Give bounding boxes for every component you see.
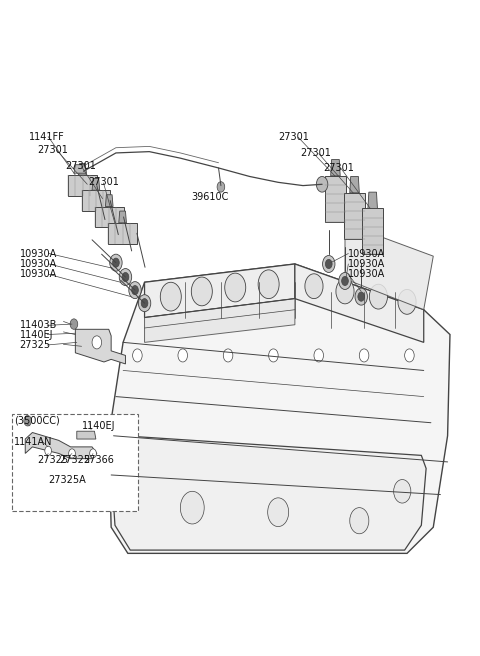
Circle shape (355, 288, 367, 305)
Circle shape (394, 480, 411, 503)
Text: 1141FF: 1141FF (29, 132, 65, 142)
Text: 27301: 27301 (323, 163, 354, 173)
Circle shape (178, 349, 188, 362)
Circle shape (258, 270, 279, 298)
Text: 27325: 27325 (20, 340, 51, 350)
Polygon shape (344, 193, 365, 239)
Polygon shape (68, 175, 97, 196)
Polygon shape (74, 165, 86, 173)
Polygon shape (79, 163, 86, 175)
Polygon shape (25, 432, 97, 459)
Text: 1141AN: 1141AN (14, 437, 52, 447)
Circle shape (141, 298, 148, 308)
Circle shape (336, 279, 354, 304)
Circle shape (90, 449, 96, 458)
Text: 27325: 27325 (37, 455, 68, 465)
Text: 27366: 27366 (84, 455, 114, 465)
Circle shape (138, 295, 151, 312)
Circle shape (24, 415, 32, 426)
Circle shape (223, 349, 233, 362)
Polygon shape (119, 211, 126, 223)
Polygon shape (345, 224, 433, 310)
Polygon shape (144, 264, 295, 318)
Polygon shape (106, 195, 113, 207)
Polygon shape (75, 329, 125, 364)
Text: 11403B: 11403B (20, 320, 57, 331)
Polygon shape (92, 178, 100, 190)
Circle shape (192, 277, 212, 306)
Polygon shape (144, 298, 295, 342)
Text: 27301: 27301 (65, 161, 96, 171)
Circle shape (314, 349, 324, 362)
Circle shape (268, 498, 288, 527)
Circle shape (269, 349, 278, 362)
Text: 27301: 27301 (88, 177, 119, 188)
Polygon shape (95, 207, 123, 228)
Circle shape (45, 446, 51, 455)
Circle shape (217, 182, 225, 192)
Text: 10930A: 10930A (20, 259, 57, 269)
Text: 10930A: 10930A (20, 270, 57, 279)
Circle shape (122, 272, 129, 281)
Circle shape (110, 254, 122, 271)
Circle shape (339, 272, 351, 289)
Circle shape (132, 349, 142, 362)
Text: 10930A: 10930A (348, 270, 385, 279)
Polygon shape (362, 209, 383, 254)
Text: (3500CC): (3500CC) (14, 416, 60, 426)
Circle shape (325, 259, 332, 268)
Polygon shape (331, 159, 340, 176)
Polygon shape (295, 264, 424, 342)
Circle shape (69, 449, 75, 458)
Polygon shape (109, 264, 450, 554)
FancyBboxPatch shape (12, 414, 138, 511)
Polygon shape (350, 176, 360, 193)
Circle shape (113, 258, 119, 267)
Circle shape (119, 268, 132, 285)
Polygon shape (77, 431, 96, 439)
Circle shape (342, 276, 348, 285)
Text: 1140EJ: 1140EJ (20, 329, 53, 340)
Text: 27301: 27301 (300, 148, 331, 158)
Text: 27301: 27301 (278, 132, 309, 142)
Circle shape (305, 274, 323, 298)
Circle shape (225, 273, 246, 302)
Circle shape (180, 491, 204, 524)
Circle shape (358, 292, 364, 301)
Polygon shape (111, 436, 426, 550)
Text: 10930A: 10930A (348, 249, 385, 258)
Polygon shape (82, 190, 110, 211)
Text: 27325A: 27325A (48, 474, 86, 485)
Circle shape (316, 176, 328, 192)
Circle shape (360, 349, 369, 362)
Circle shape (398, 289, 416, 314)
Text: 27301: 27301 (37, 145, 68, 155)
Circle shape (160, 282, 181, 311)
Circle shape (92, 336, 102, 349)
Circle shape (369, 284, 387, 309)
Text: 1140EJ: 1140EJ (82, 421, 115, 431)
Circle shape (70, 319, 78, 329)
Polygon shape (325, 176, 346, 222)
Text: 39610C: 39610C (192, 192, 228, 202)
Circle shape (405, 349, 414, 362)
Circle shape (323, 255, 335, 272)
Circle shape (129, 281, 141, 298)
Circle shape (132, 285, 138, 295)
Polygon shape (108, 223, 137, 244)
Polygon shape (368, 192, 377, 209)
Circle shape (350, 508, 369, 534)
Text: 10930A: 10930A (20, 249, 57, 258)
Text: 10930A: 10930A (348, 259, 385, 269)
Text: 27325: 27325 (60, 455, 91, 465)
